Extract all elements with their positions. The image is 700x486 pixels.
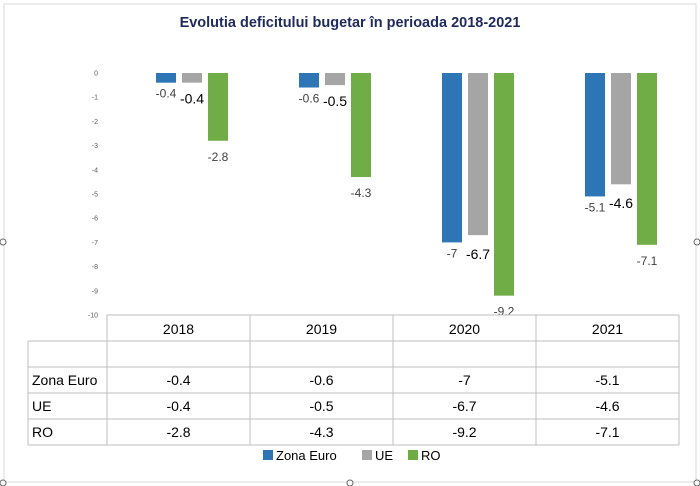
table-cell: -4.6	[595, 398, 619, 414]
bar-zona-euro-2018	[156, 73, 176, 83]
table-cell: -2.8	[166, 424, 190, 440]
y-tick-label: 0	[94, 71, 98, 78]
data-label: -6.7	[466, 246, 490, 262]
data-table: 2018 2019 2020 2021 Zona Euro -0.4 -0.6 -7 -5.1 U…	[27, 314, 680, 446]
legend-label: Zona Euro	[276, 448, 337, 463]
bar-ue-2018	[182, 73, 202, 83]
y-tick-label: -1	[92, 95, 98, 102]
y-tick-label: -4	[92, 167, 98, 174]
selection-handles[interactable]	[0, 238, 700, 486]
data-label: -4.6	[609, 195, 633, 211]
data-label: -5.1	[585, 200, 606, 214]
data-label: -2.8	[208, 150, 229, 164]
legend-label: UE	[375, 448, 393, 463]
y-tick-label: -10	[88, 313, 98, 320]
data-label: -4.3	[351, 186, 372, 200]
table-cell: -7.1	[595, 424, 619, 440]
resize-handle-right[interactable]	[693, 238, 700, 246]
table-cell: -0.5	[309, 398, 333, 414]
bar-ue-2020	[468, 73, 488, 236]
y-tick-label: -9	[92, 288, 98, 295]
data-label: -0.5	[323, 93, 347, 109]
bar-zona-euro-2021	[585, 73, 605, 197]
bar-ro-2021	[637, 73, 657, 245]
table-header-2018: 2018	[163, 321, 194, 337]
table-cell: -5.1	[595, 372, 619, 388]
chart-area-border	[3, 3, 697, 483]
table-header-2020: 2020	[449, 321, 480, 337]
table-cell: -4.3	[309, 424, 333, 440]
data-label: -7.1	[637, 254, 658, 268]
table-cell: -9.2	[452, 424, 476, 440]
bar-ro-2020	[494, 73, 514, 296]
table-header-2021: 2021	[592, 321, 623, 337]
data-label: -0.4	[156, 87, 177, 101]
data-label: -0.4	[180, 91, 204, 107]
legend-label: RO	[421, 448, 441, 463]
table-cell: -6.7	[452, 398, 476, 414]
table-cell: -7	[458, 372, 471, 388]
resize-handle-bottom-left[interactable]	[0, 479, 7, 486]
bar-ue-2021	[611, 73, 631, 185]
table-cell: -0.4	[166, 372, 190, 388]
bars	[156, 73, 657, 296]
table-row-label: RO	[32, 424, 53, 440]
bar-ro-2019	[351, 73, 371, 178]
y-tick-label: -6	[92, 216, 98, 223]
table-row-label: Zona Euro	[32, 372, 98, 388]
data-label: -9.2	[494, 305, 515, 319]
resize-handle-bottom-right[interactable]	[693, 479, 700, 486]
y-tick-label: -5	[92, 192, 98, 199]
legend-swatch	[362, 450, 372, 460]
data-label: -0.6	[299, 92, 320, 106]
resize-handle-left[interactable]	[0, 238, 7, 246]
bar-zona-euro-2019	[299, 73, 319, 88]
y-tick-label: -3	[92, 143, 98, 150]
bar-ro-2018	[208, 73, 228, 141]
chart-title: Evolutia deficitului bugetar în perioada…	[180, 15, 521, 31]
table-row-label: UE	[32, 398, 51, 414]
legend-swatch	[408, 450, 418, 460]
y-tick-label: -2	[92, 119, 98, 126]
data-label: -7	[447, 246, 458, 260]
resize-handle-bottom[interactable]	[346, 479, 354, 486]
bar-ue-2019	[325, 73, 345, 86]
y-tick-label: -7	[92, 240, 98, 247]
data-labels: -0.4 -0.4 -2.8 -0.6 -0.5 -4.3 -7 -6.7 -9.2 -5.1 -4…	[156, 87, 658, 319]
table-cell: -0.4	[166, 398, 190, 414]
y-axis: 0 -1 -2 -3 -4 -5 -6 -7 -8 -9 -10	[88, 71, 98, 320]
table-cell: -0.6	[309, 372, 333, 388]
legend-swatch	[263, 450, 273, 460]
table-header-2019: 2019	[306, 321, 337, 337]
bar-zona-euro-2020	[442, 73, 462, 243]
y-tick-label: -8	[92, 264, 98, 271]
legend: Zona Euro UE RO	[263, 448, 441, 463]
